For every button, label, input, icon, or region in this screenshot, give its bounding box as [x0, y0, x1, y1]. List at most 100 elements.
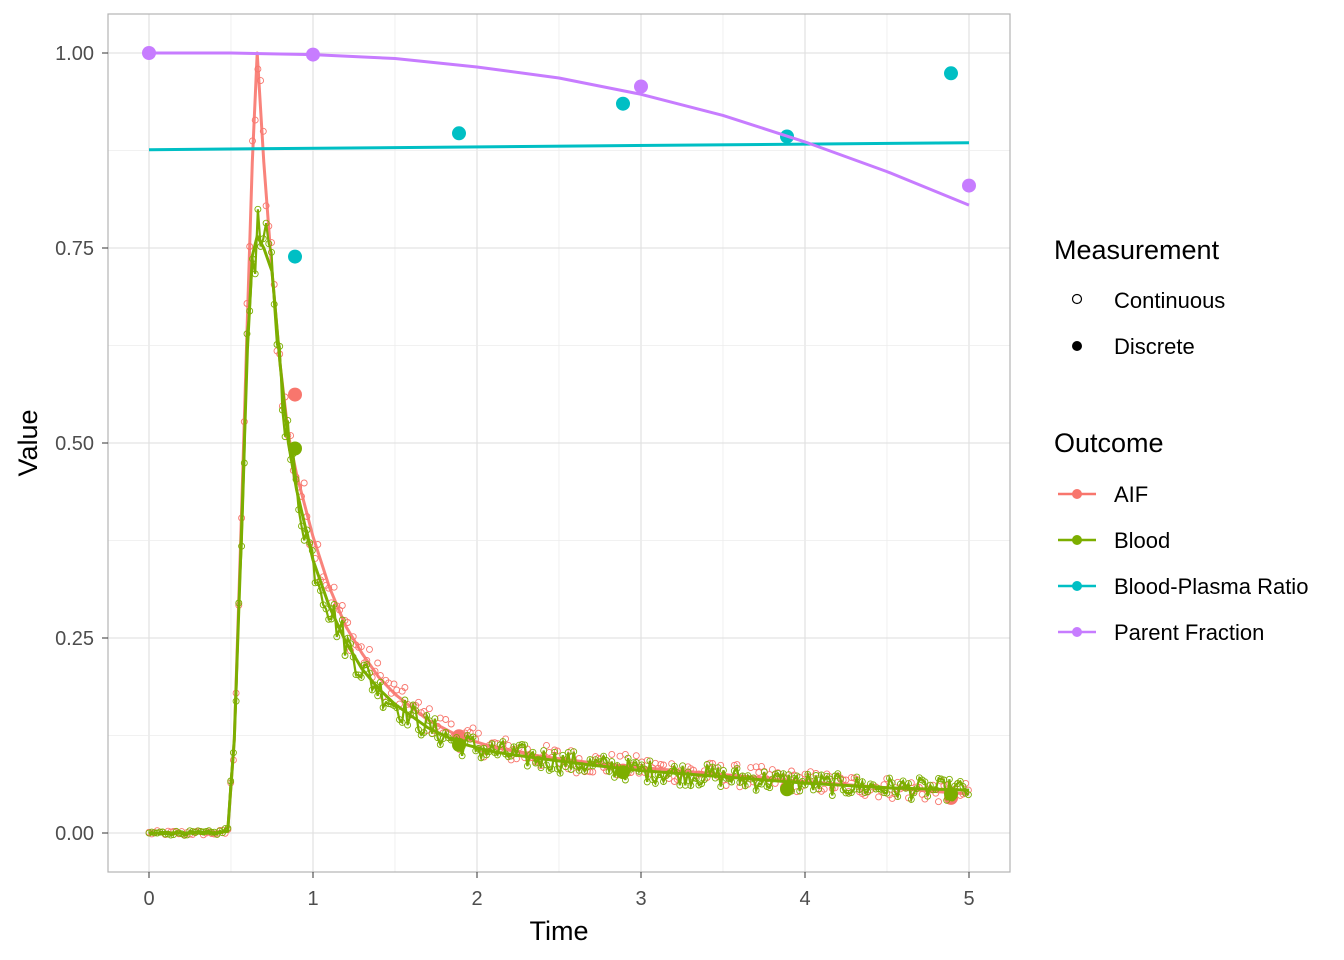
continuous-point-blood	[888, 779, 896, 787]
continuous-point-blood	[864, 788, 872, 796]
y-tick-label: 0.25	[55, 628, 94, 650]
continuous-point-blood	[611, 773, 618, 781]
continuous-point-blood	[964, 791, 972, 799]
continuous-point-aif	[842, 776, 850, 784]
continuous-point-blood	[717, 783, 725, 791]
continuous-point-blood	[945, 775, 953, 783]
y-axis: 0.00 0.25 0.50 0.75 1.00	[55, 43, 108, 845]
continuous-point-blood	[894, 793, 902, 801]
continuous-point-blood	[907, 795, 915, 803]
continuous-point-blood	[431, 715, 439, 723]
continuous-point-blood	[376, 678, 384, 686]
continuous-point-blood	[338, 616, 346, 624]
x-tick-label: 3	[635, 888, 646, 910]
continuous-point-aif	[425, 705, 433, 713]
continuous-point-aif	[474, 729, 482, 737]
continuous-point-blood	[719, 766, 727, 774]
discrete-point-blood	[944, 787, 958, 801]
discrete-point-blood	[616, 765, 630, 780]
legend-outcome-title: Outcome	[1054, 428, 1164, 458]
fit-line-parent-fraction	[149, 51, 970, 207]
continuous-point-aif	[643, 756, 651, 764]
continuous-point-blood	[828, 792, 836, 799]
continuous-point-blood	[924, 792, 932, 800]
discrete-point-blood-plasma-ratio	[944, 66, 958, 81]
continuous-point-blood	[766, 784, 774, 792]
continuous-point-blood	[423, 711, 431, 719]
continuous-point-blood	[523, 762, 531, 770]
legend-measurement-title: Measurement	[1054, 235, 1220, 265]
continuous-point-blood	[543, 761, 550, 769]
discrete-point-parent-fraction	[634, 79, 648, 94]
continuous-point-blood	[630, 759, 638, 767]
continuous-point-blood	[436, 741, 444, 748]
continuous-point-blood	[537, 764, 545, 772]
continuous-point-blood	[880, 789, 888, 797]
continuous-point-aif	[447, 720, 455, 728]
continuous-point-blood	[409, 701, 417, 709]
continuous-point-blood	[646, 757, 654, 765]
continuous-point-blood	[624, 754, 632, 762]
legend-discrete-key	[1072, 341, 1082, 351]
discrete-point-parent-fraction	[142, 46, 156, 60]
legend-aif-label: AIF	[1114, 482, 1148, 507]
continuous-point-aif	[338, 602, 346, 609]
continuous-point-blood	[796, 787, 804, 795]
legend-parent-fraction-dot	[1072, 627, 1082, 637]
continuous-point-blood	[404, 721, 412, 729]
x-tick-label: 0	[143, 888, 154, 910]
continuous-point-blood	[714, 764, 722, 772]
y-tick-label: 1.00	[55, 43, 94, 65]
discrete-point-blood	[452, 737, 466, 752]
continuous-point-blood	[548, 765, 556, 773]
continuous-point-blood	[826, 775, 834, 783]
discrete-point-parent-fraction	[306, 47, 320, 62]
continuous-point-blood	[883, 789, 891, 797]
legend-continuous-key	[1071, 293, 1083, 305]
continuous-point-blood	[845, 789, 853, 797]
x-tick-label: 1	[307, 888, 318, 910]
discrete-point-blood	[780, 782, 794, 797]
continuous-point-blood	[804, 770, 812, 778]
continuous-point-blood	[434, 734, 442, 742]
continuous-point-blood	[681, 781, 689, 789]
continuous-point-blood	[660, 778, 667, 785]
continuous-point-aif	[820, 785, 828, 793]
continuous-point-blood	[676, 781, 684, 789]
continuous-point-aif	[330, 583, 338, 591]
series-blood-plasma-ratio	[148, 66, 970, 264]
continuous-point-aif	[657, 761, 665, 768]
x-axis-title: Time	[530, 916, 589, 946]
continuous-point-blood	[521, 741, 529, 749]
continuous-point-blood	[363, 661, 371, 669]
continuous-point-blood	[687, 782, 695, 789]
continuous-point-aif	[415, 698, 422, 706]
legend-blood-dot	[1072, 535, 1082, 545]
continuous-point-blood	[733, 764, 741, 772]
continuous-point-blood	[357, 673, 365, 681]
continuous-point-blood	[815, 785, 823, 793]
continuous-point-blood	[703, 761, 711, 768]
continuous-point-blood	[254, 205, 262, 213]
continuous-point-aif	[793, 788, 801, 796]
continuous-point-blood	[728, 778, 736, 786]
continuous-point-blood	[853, 773, 861, 781]
continuous-point-blood	[401, 696, 409, 704]
continuous-point-blood	[834, 770, 842, 778]
continuous-point-blood	[905, 780, 912, 788]
continuous-point-blood	[899, 777, 907, 785]
legend-parent-fraction-label: Parent Fraction	[1114, 620, 1264, 645]
series-parent-fraction	[142, 46, 976, 207]
continuous-point-blood	[341, 652, 349, 659]
x-tick-label: 2	[471, 888, 482, 910]
continuous-point-aif	[366, 645, 373, 653]
continuous-point-blood	[262, 219, 270, 227]
continuous-point-blood	[374, 692, 382, 700]
series-blood	[145, 205, 972, 839]
legend-aif-dot	[1072, 489, 1082, 499]
continuous-point-blood	[265, 240, 273, 248]
continuous-point-blood	[515, 741, 523, 749]
continuous-point-blood	[559, 751, 567, 759]
discrete-point-blood-plasma-ratio	[288, 249, 302, 264]
continuous-point-blood	[842, 789, 850, 797]
